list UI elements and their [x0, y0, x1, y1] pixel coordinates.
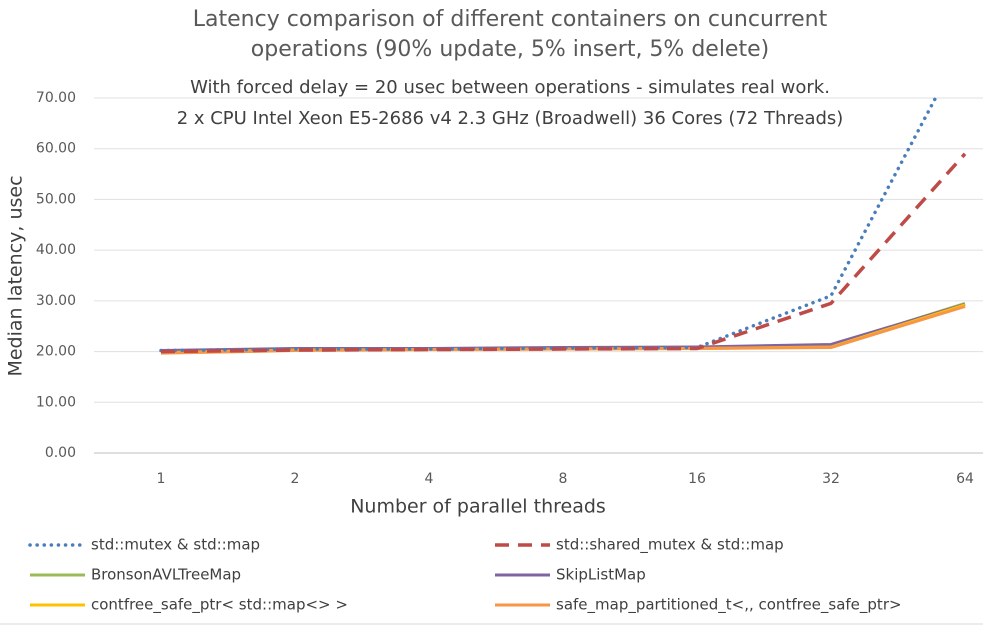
series-line: [160, 152, 967, 354]
chart-subtitle: With forced delay = 20 usec between oper…: [190, 77, 830, 98]
legend-label: std::mutex & std::map: [91, 536, 260, 554]
series-line: [159, 96, 939, 353]
chart-title: Latency comparison of different containe…: [193, 7, 828, 32]
legend-label: BronsonAVLTreeMap: [91, 566, 241, 584]
x-axis-title: Number of parallel threads: [350, 496, 606, 518]
y-tick-label: 50.00: [36, 191, 76, 207]
x-tick-label: 32: [822, 471, 840, 487]
x-tick-label: 1: [157, 471, 166, 487]
x-tick-label: 8: [559, 471, 568, 487]
y-tick-label: 70.00: [36, 90, 76, 106]
x-tick-label: 64: [956, 471, 974, 487]
y-tick-label: 30.00: [36, 293, 76, 309]
legend-label: contfree_safe_ptr< std::map<> >: [91, 596, 348, 615]
y-tick-label: 10.00: [36, 394, 76, 410]
legend-label: safe_map_partitioned_t<,, contfree_safe_…: [556, 596, 902, 615]
grid: [94, 97, 983, 454]
plot: [159, 96, 967, 355]
labels: 0.00 10.00 20.00 30.00 40.00 50.00 60.00 70.00 1…: [28, 90, 974, 615]
series-line: [160, 303, 966, 355]
chart-title: operations (90% update, 5% insert, 5% de…: [251, 37, 769, 62]
x-tick-label: 16: [688, 471, 706, 487]
x-tick-label: 2: [291, 471, 300, 487]
y-tick-label: 0.00: [45, 445, 76, 461]
y-tick-label: 20.00: [36, 344, 76, 360]
legend-label: std::shared_mutex & std::map: [556, 536, 784, 555]
y-axis-title: Median latency, usec: [5, 175, 27, 376]
legend-label: SkipListMap: [556, 566, 646, 584]
y-tick-label: 60.00: [36, 141, 76, 157]
y-tick-label: 40.00: [36, 242, 76, 258]
x-tick-label: 4: [425, 471, 434, 487]
chart-subtitle: 2 x CPU Intel Xeon E5-2686 v4 2.3 GHz (B…: [177, 108, 844, 129]
